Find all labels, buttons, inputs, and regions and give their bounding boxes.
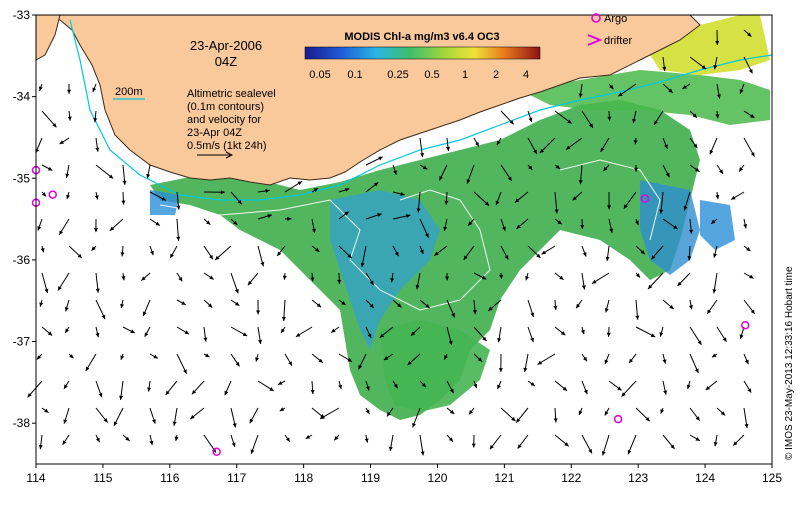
credit-text: © IMOS 23-May-2013 12:33:16 Hobart time [784,266,795,460]
note-line: Altimetric sealevel [187,88,276,100]
y-tick-label: -36 [13,253,31,267]
x-tick-label: 123 [628,471,648,485]
colorbar-tick-label: 0.5 [424,69,439,81]
note-line: 23-Apr 04Z [187,127,242,139]
argo-legend-label: Argo [604,13,627,25]
colorbar-tick-label: 2 [493,69,499,81]
y-tick-label: -35 [13,171,31,185]
colorbar-tick-label: 4 [523,69,529,81]
colorbar-tick-label: 0.1 [347,69,362,81]
x-tick-label: 115 [93,471,112,485]
y-axis: -33 -34 -35 -36 -37 -38 [13,8,36,430]
x-tick-label: 121 [494,471,514,485]
y-tick-label: -33 [13,8,31,22]
note-line: and velocity for [187,114,261,126]
colorbar-title: MODIS Chl-a mg/m3 v6.4 OC3 [344,31,499,43]
x-tick-label: 119 [361,471,380,485]
colorbar [305,47,540,59]
x-tick-label: 120 [427,471,447,485]
x-tick-label: 116 [160,471,179,485]
x-tick-label: 118 [294,471,313,485]
drifter-legend-label: drifter [604,35,632,47]
colorbar-tick-label: 1 [462,69,468,81]
colorbar-tick-label: 0.05 [309,69,330,81]
y-tick-label: -37 [13,335,31,349]
colorbar-tick-label: 0.25 [387,69,408,81]
date-label: 23-Apr-2006 [190,38,262,53]
y-tick-label: -34 [13,90,31,104]
note-line: (0.1m contours) [187,101,264,113]
x-tick-label: 125 [762,471,782,485]
x-tick-label: 122 [561,471,581,485]
x-tick-label: 114 [26,471,45,485]
x-tick-label: 124 [695,471,715,485]
x-tick-label: 117 [227,471,246,485]
isobath-label: 200m [115,86,143,98]
y-tick-label: -38 [13,416,31,430]
time-label: 04Z [215,54,237,69]
note-line: 0.5m/s (1kt 24h) [187,140,266,152]
x-axis: 114 115 116 117 118 119 120 121 122 123 124 125 [26,464,782,485]
